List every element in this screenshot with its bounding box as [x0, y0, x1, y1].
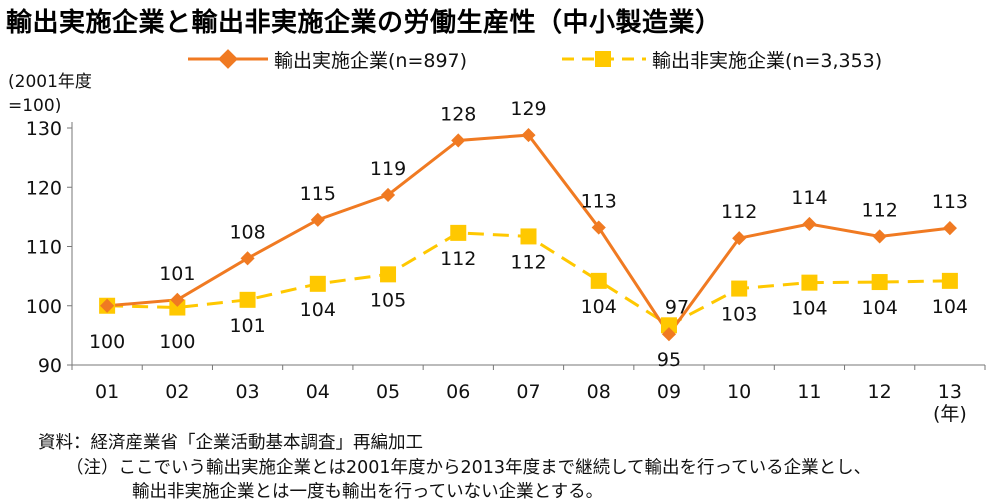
x-tick-label: 02: [165, 381, 189, 403]
y-tick-label: 90: [38, 355, 62, 377]
data-label-nonexport: 97: [665, 296, 689, 318]
x-tick-label: 08: [587, 381, 611, 403]
point-nonexport: [239, 291, 256, 308]
x-tick-label: 12: [868, 381, 892, 403]
data-label-export: 115: [300, 183, 336, 205]
point-nonexport: [309, 275, 326, 292]
x-tick-label: 09: [657, 381, 681, 403]
point-nonexport: [590, 272, 607, 289]
point-export: [661, 327, 677, 342]
point-export: [732, 231, 747, 246]
legend-label-nonexport: 輸出非実施企業(n=3,353): [652, 50, 883, 72]
data-label-nonexport: 103: [721, 304, 757, 326]
data-label-nonexport: 100: [159, 331, 195, 353]
data-label-nonexport: 105: [370, 289, 406, 311]
x-tick-label: 03: [235, 381, 259, 403]
point-export: [240, 251, 255, 266]
point-nonexport: [871, 274, 888, 291]
data-label-export: 95: [657, 349, 681, 371]
data-label-nonexport: 104: [581, 296, 617, 318]
legend-swatch-nonexport: [562, 51, 646, 67]
x-tick-label: 07: [516, 381, 540, 403]
legend-swatch-export: [188, 49, 268, 69]
point-nonexport: [380, 266, 397, 283]
y-tick-label: 110: [26, 237, 62, 259]
data-label-nonexport: 104: [932, 296, 968, 318]
data-label-export: 119: [370, 158, 406, 180]
data-label-export: 129: [510, 98, 546, 120]
data-label-export: 101: [159, 263, 195, 285]
x-tick-label: 11: [797, 381, 821, 403]
point-nonexport: [941, 272, 958, 289]
source-note: 資料：経済産業省「企業活動基本調査」再編加工: [38, 433, 423, 453]
point-nonexport: [801, 274, 818, 291]
point-export: [521, 128, 536, 143]
data-label-nonexport: 112: [510, 251, 546, 273]
point-export: [380, 187, 396, 203]
y-tick-label: 120: [26, 177, 62, 199]
x-tick-label: 06: [446, 381, 470, 403]
point-nonexport: [169, 299, 186, 316]
x-tick-label: 10: [727, 381, 751, 403]
y-tick-label: 130: [26, 118, 62, 140]
point-export: [100, 298, 115, 313]
x-tick-label: 04: [306, 381, 330, 403]
data-label-export: 100: [89, 331, 125, 353]
data-label-export: 114: [791, 187, 827, 209]
point-nonexport: [731, 280, 748, 297]
data-label-nonexport: 101: [229, 315, 265, 337]
point-nonexport: [660, 317, 677, 334]
point-export: [591, 220, 606, 235]
data-label-export: 112: [721, 201, 757, 223]
point-nonexport: [450, 224, 467, 241]
x-axis-unit-label: (年): [933, 403, 967, 425]
chart-title: 輸出実施企業と輸出非実施企業の労働生産性（中小製造業）: [6, 8, 722, 38]
y-axis-label-line1: (2001年度: [8, 72, 92, 92]
footnote-line2: 輸出非実施企業とは一度も輸出を行っていない企業とする。: [132, 482, 604, 502]
point-export: [872, 229, 887, 244]
legend: 輸出実施企業(n=897) 輸出非実施企業(n=3,353): [0, 46, 1000, 76]
point-export: [170, 292, 185, 307]
point-export: [802, 216, 817, 232]
data-label-export: 128: [440, 103, 476, 125]
x-tick-label: 13: [938, 381, 962, 403]
data-label-nonexport: 104: [300, 299, 336, 321]
x-tick-label: 01: [95, 381, 119, 403]
data-label-export: 113: [581, 191, 617, 213]
point-export: [942, 221, 957, 236]
data-label-nonexport: 112: [440, 248, 476, 270]
point-export: [310, 212, 325, 227]
point-nonexport: [520, 228, 537, 245]
point-export: [451, 133, 466, 148]
y-tick-label: 100: [26, 296, 62, 318]
data-label-export: 113: [932, 191, 968, 213]
y-axis-label: (2001年度 =100): [8, 70, 92, 118]
footnote-line1: （注）ここでいう輸出実施企業とは2001年度から2013年度まで継続して輸出を行…: [66, 458, 872, 478]
x-tick-label: 05: [376, 381, 400, 403]
y-axis-label-line2: =100): [8, 96, 62, 116]
legend-label-export: 輸出実施企業(n=897): [274, 50, 468, 72]
data-label-nonexport: 104: [791, 298, 827, 320]
data-label-nonexport: 104: [862, 297, 898, 319]
data-label-export: 108: [229, 221, 265, 243]
data-label-export: 112: [862, 199, 898, 221]
